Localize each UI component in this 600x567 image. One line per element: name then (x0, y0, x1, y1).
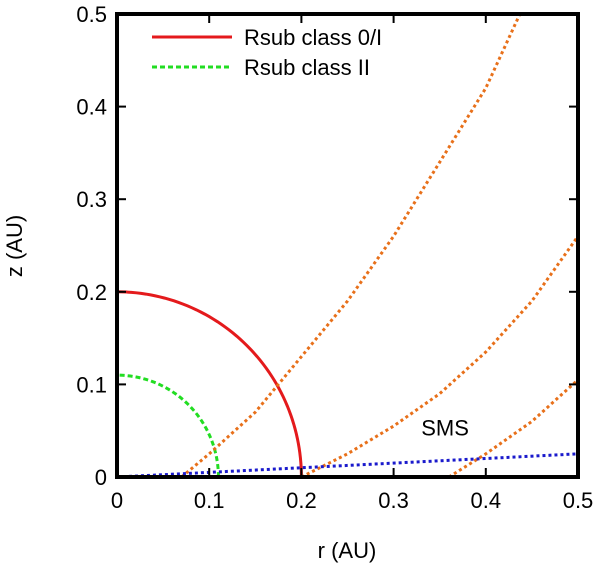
x-tick-label: 0 (111, 488, 123, 513)
annotations: SMS (421, 415, 469, 440)
x-tick-label: 0.2 (286, 488, 317, 513)
annotation-sms: SMS (421, 415, 469, 440)
series-line-0 (117, 290, 303, 477)
y-tick-label: 0.3 (76, 187, 107, 212)
legend: Rsub class 0/I Rsub class II (152, 25, 382, 80)
y-tick-label: 0.1 (76, 372, 107, 397)
x-tick-label: 0.5 (563, 488, 594, 513)
plot-frame (115, 12, 580, 479)
series-line-2 (180, 14, 522, 477)
series-line-1 (117, 373, 220, 477)
series-line-5 (117, 452, 578, 477)
x-tick-label: 0.1 (194, 488, 225, 513)
y-axis-label: z (AU) (2, 215, 27, 277)
y-tick-label: 0.4 (76, 95, 107, 120)
legend-label-0: Rsub class 0/I (244, 25, 382, 50)
ticks-layer: 0 0.1 0.2 0.3 0.4 0.5 0 0.1 0.2 0.3 0.4 0.5 (76, 2, 593, 513)
x-tick-label: 0.4 (471, 488, 502, 513)
series-layer (117, 14, 578, 477)
series-line-3 (300, 235, 578, 477)
x-axis-label: r (AU) (318, 538, 377, 563)
y-tick-label: 0.2 (76, 280, 107, 305)
x-tick-label: 0.3 (378, 488, 409, 513)
y-tick-label: 0.5 (76, 2, 107, 27)
y-tick-label: 0 (95, 465, 107, 490)
legend-label-1: Rsub class II (244, 55, 370, 80)
